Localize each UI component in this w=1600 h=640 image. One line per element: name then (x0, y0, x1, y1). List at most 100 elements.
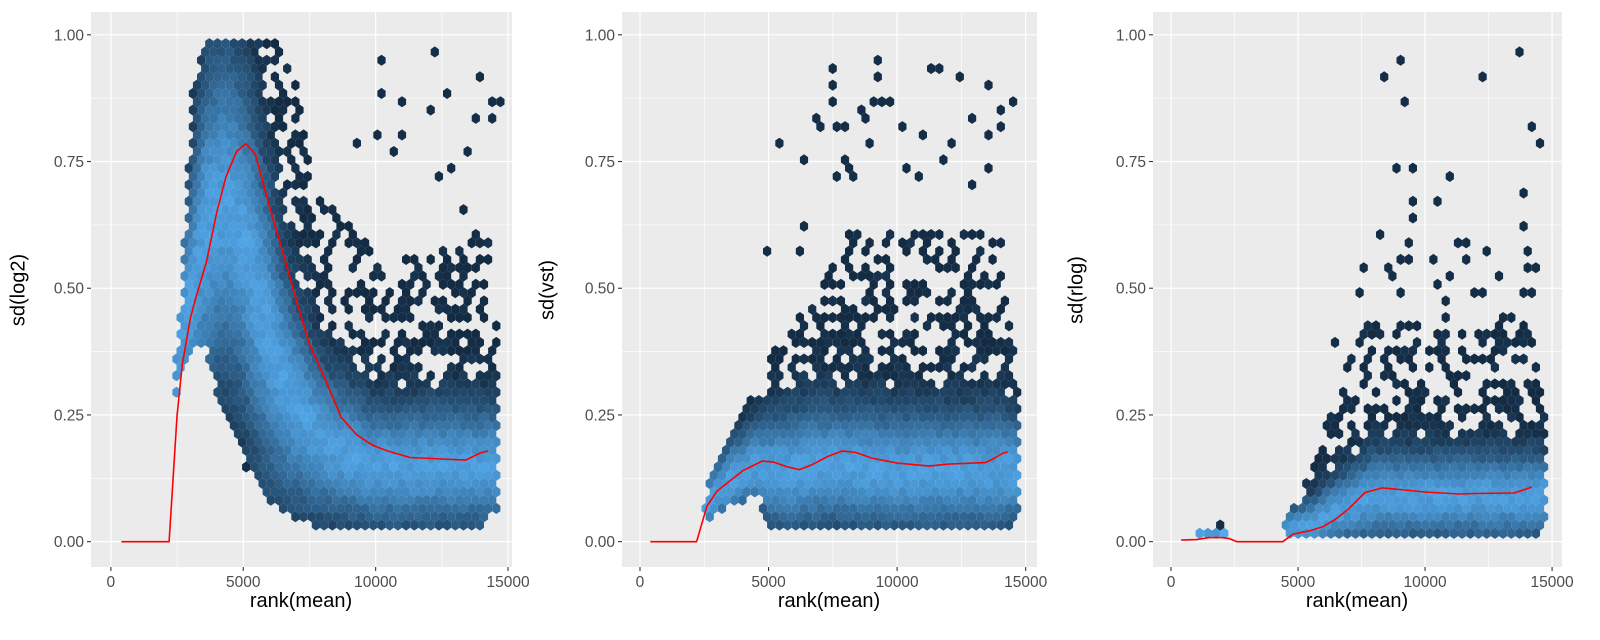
hex-bin (455, 461, 464, 473)
hex-bin (238, 403, 247, 415)
hex-bin (861, 245, 870, 257)
hex-bin (262, 303, 271, 315)
hex-bin (361, 370, 370, 382)
hex-bin (205, 336, 214, 348)
hex-bin (1404, 403, 1413, 415)
hex-bin (972, 519, 981, 531)
hex-bin (221, 253, 230, 265)
hex-bin (1478, 419, 1487, 431)
hex-bin (397, 328, 407, 340)
hex-bin (184, 295, 193, 307)
hex-bin (1318, 461, 1327, 473)
hex-bin (1013, 436, 1022, 448)
hex-bin (890, 436, 899, 448)
hex-bin (197, 54, 206, 66)
hex-bin (935, 478, 944, 490)
hex-bin (1380, 502, 1389, 514)
hex-bin (213, 87, 222, 99)
hex-bin (262, 253, 271, 265)
hex-bin (1453, 370, 1463, 382)
hex-bin (1335, 411, 1344, 423)
hex-bin (217, 345, 226, 357)
hex-bin (209, 79, 218, 91)
hex-bin (820, 278, 829, 290)
hex-bin (857, 469, 866, 481)
hex-bin (742, 419, 751, 431)
hex-bin (447, 444, 456, 456)
hex-bin (1335, 444, 1344, 456)
hex-bin (845, 361, 854, 373)
hex-bin (828, 411, 837, 423)
hex-bin (254, 303, 263, 315)
hex-bin (861, 395, 870, 407)
hex-bin (262, 453, 271, 465)
hex-bin (845, 378, 854, 390)
hex-bin (877, 378, 886, 390)
hex-bin (447, 494, 456, 506)
hex-bin (877, 96, 886, 108)
hex-bin (422, 411, 431, 423)
hex-bin (295, 336, 304, 348)
hex-bin (910, 444, 919, 456)
hex-bin (1474, 444, 1483, 456)
hex-bin (324, 478, 333, 490)
hex-bin (914, 170, 923, 182)
hex-bin (853, 378, 862, 390)
hex-bin (1371, 386, 1381, 398)
hex-bin (1396, 436, 1405, 448)
hex-bin (434, 336, 443, 348)
hex-bin (918, 428, 927, 440)
hex-bin (1412, 403, 1422, 415)
hex-bin (1363, 469, 1372, 481)
hex-bin (1494, 403, 1504, 415)
hex-bin (332, 361, 341, 373)
hex-bin (1306, 502, 1315, 514)
hex-bin (1384, 527, 1393, 539)
hex-bin (352, 469, 361, 481)
hex-bin (890, 386, 899, 398)
hex-bin (988, 237, 997, 249)
hex-bin (1445, 486, 1454, 498)
hex-bin (775, 137, 784, 149)
hex-bin (791, 386, 800, 398)
hex-bin (1400, 511, 1409, 523)
hex-bin (861, 378, 870, 390)
hex-bin (804, 395, 813, 407)
hex-bin (422, 278, 431, 290)
hex-bin (426, 486, 435, 498)
hex-bin (972, 486, 981, 498)
hex-bin (1490, 478, 1499, 490)
hex-bin (233, 345, 243, 357)
hex-bin (279, 336, 288, 348)
hex-bin (320, 336, 329, 348)
hex-bin (1417, 461, 1426, 473)
hex-bin (402, 336, 411, 348)
hex-bin (709, 486, 718, 498)
hex-bin (1359, 361, 1368, 373)
hex-bin (422, 428, 431, 440)
hex-bin (935, 345, 944, 357)
hex-bin (845, 478, 854, 490)
hex-bin (861, 444, 870, 456)
hex-bin (849, 353, 858, 365)
hex-bin (1326, 428, 1335, 440)
hex-bin (840, 453, 850, 465)
hex-bin (434, 320, 443, 332)
hex-bin (262, 486, 271, 498)
hex-bin (886, 345, 895, 357)
hex-bin (197, 187, 206, 199)
hex-bin (836, 511, 845, 523)
hex-bin (1511, 353, 1520, 365)
hex-bin (1478, 287, 1487, 299)
hex-bin (955, 519, 964, 531)
hex-bin (1306, 486, 1315, 498)
hex-bin (233, 129, 243, 141)
hex-bin (492, 419, 501, 431)
hex-bin (947, 453, 956, 465)
hex-bin (463, 395, 472, 407)
hex-bin (857, 502, 866, 514)
hex-bin (418, 419, 427, 431)
hex-bin (213, 303, 222, 315)
hex-bin (943, 312, 952, 324)
hex-bin (320, 204, 329, 216)
